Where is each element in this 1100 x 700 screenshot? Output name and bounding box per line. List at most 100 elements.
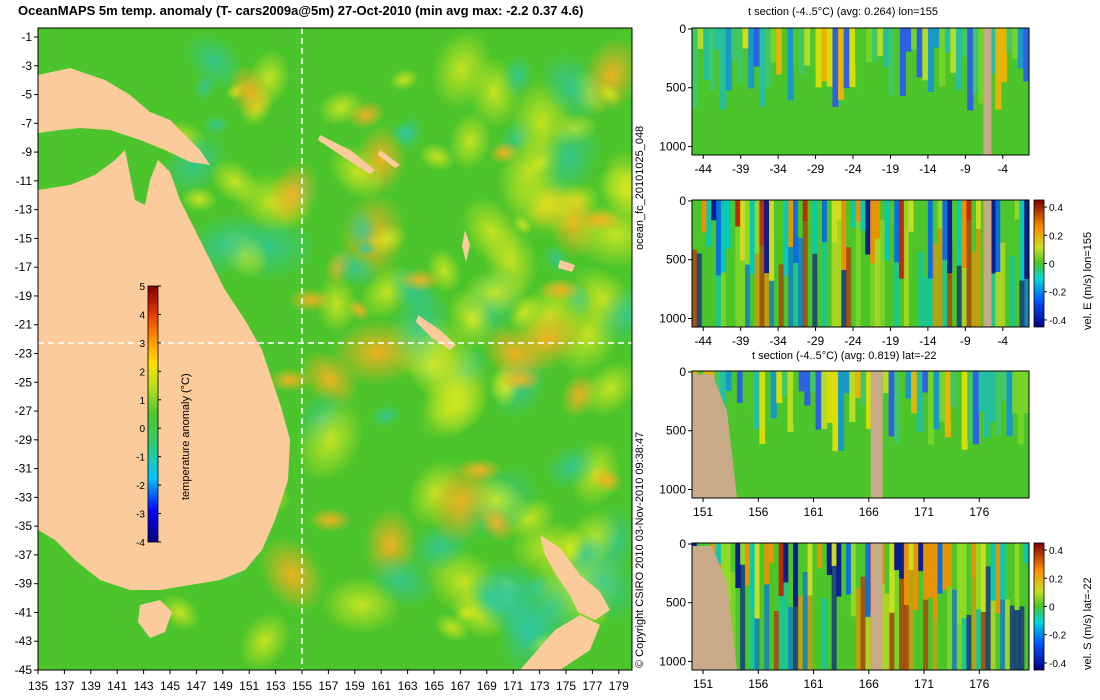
panel-2-colorbar-label: vel. E (m/s) lon=155 <box>1082 231 1094 330</box>
new-guinea-land <box>38 68 210 165</box>
anomaly-eddy <box>597 81 622 107</box>
section-stripe <box>899 200 905 279</box>
section-stripe <box>855 588 861 670</box>
section-stripe <box>797 200 804 238</box>
section-stripe <box>821 28 828 82</box>
section-stripe <box>966 614 972 670</box>
anomaly-eddy <box>589 466 624 494</box>
section-stripe <box>889 224 895 327</box>
section-stripe <box>961 618 967 670</box>
section-stripe <box>807 219 813 327</box>
anomaly-eddy <box>418 374 489 440</box>
x-tick-label: -24 <box>844 162 862 176</box>
colorbar-tick-label: -2 <box>136 481 145 492</box>
section-stripe <box>1000 543 1006 600</box>
x-tick-label: -4 <box>997 162 1008 176</box>
anomaly-eddy <box>315 274 358 334</box>
section-stripe <box>730 224 736 327</box>
anomaly-eddy <box>509 308 585 373</box>
section-stripe <box>787 371 794 433</box>
velocity-colorbar-label: -0.2 <box>1049 288 1067 299</box>
section-stripe <box>956 543 963 625</box>
section-stripe <box>951 240 958 327</box>
section-stripe <box>854 28 861 66</box>
depth-tick-label: 500 <box>666 81 686 95</box>
lat-tick-label: -45 <box>15 663 33 677</box>
x-tick-label: 166 <box>859 505 879 519</box>
section-stripe <box>846 200 852 248</box>
section-stripe <box>701 200 707 233</box>
section-stripe <box>918 200 924 252</box>
section-stripe <box>908 200 914 232</box>
section-stripe <box>788 606 794 670</box>
section-stripe <box>976 609 982 670</box>
section-stripe <box>749 607 756 670</box>
colorbar-tick-label: 3 <box>139 339 145 350</box>
section-stripe <box>832 28 839 108</box>
lon-tick-label: 173 <box>530 679 550 693</box>
section-stripe <box>990 200 996 274</box>
section-stripe <box>860 28 867 101</box>
section-stripe <box>913 543 919 610</box>
copyright-label: © Copyright CSIRO 2010 03-Nov-2010 09:38… <box>634 431 646 668</box>
section-stripe <box>759 28 766 107</box>
section-stripe <box>770 371 777 419</box>
seafloor-mask <box>983 200 992 327</box>
depth-tick-label: 1000 <box>659 482 686 496</box>
section-stripe <box>821 200 828 243</box>
section-stripe <box>736 371 744 403</box>
map-colorbar: 5 4 3 2 1 0 -1 -2 -3 -4 <box>136 282 161 549</box>
section-stripe <box>788 200 794 248</box>
depth-tick-label: 1000 <box>659 311 686 325</box>
section-stripe <box>971 543 977 579</box>
lon-tick-label: 163 <box>398 679 418 693</box>
depth-tick-label: 1000 <box>659 654 686 668</box>
anomaly-eddy <box>296 399 364 482</box>
section-stripe <box>913 251 919 327</box>
section-stripe <box>841 269 847 327</box>
section-stripe <box>716 543 722 565</box>
section-stripe <box>927 200 934 279</box>
section-stripe <box>951 543 958 590</box>
section-stripe <box>817 277 823 327</box>
lon-tick-label: 167 <box>450 679 470 693</box>
seafloor-mask <box>692 374 737 498</box>
section-stripe <box>882 371 890 394</box>
section-stripe <box>894 262 900 327</box>
warm-anomaly-patch <box>578 208 622 232</box>
section-stripe <box>903 200 910 230</box>
section-stripe <box>899 278 905 327</box>
section-stripe <box>951 200 958 241</box>
section-stripe <box>753 28 760 67</box>
section-stripe <box>888 28 895 96</box>
section-stripe <box>764 543 770 585</box>
section-stripe <box>1017 371 1024 445</box>
section-stripe <box>942 200 948 260</box>
section-stripe <box>754 618 760 670</box>
section-stripe <box>865 254 871 327</box>
x-tick-label: -44 <box>695 162 713 176</box>
anomaly-eddy <box>595 283 632 344</box>
lat-tick-label: -33 <box>15 490 33 504</box>
section-stripe <box>995 371 1002 435</box>
section-stripe <box>865 200 871 255</box>
section-stripe <box>995 543 1001 614</box>
section-stripe <box>860 371 867 406</box>
section-stripe <box>788 247 794 327</box>
lat-tick-label: -9 <box>21 145 32 159</box>
section-stripe <box>879 219 886 327</box>
lon-tick-label: 147 <box>186 679 206 693</box>
section-stripe <box>870 263 876 327</box>
x-tick-label: 166 <box>859 677 879 691</box>
section-stripe <box>807 543 813 596</box>
anomaly-eddy <box>239 611 291 670</box>
anomaly-eddy <box>201 114 231 136</box>
section-stripe <box>967 28 974 111</box>
section-stripe <box>692 249 698 327</box>
section-stripe <box>812 604 818 670</box>
section-stripe <box>843 371 850 394</box>
section-stripe <box>1000 599 1006 670</box>
section-panel-4: 0 500 1000 151 156 161 166 171 176 0.4 0.2 0 -0.2 -0.… <box>659 537 1066 691</box>
seafloor-mask <box>870 371 883 498</box>
section-stripe <box>995 272 1001 327</box>
